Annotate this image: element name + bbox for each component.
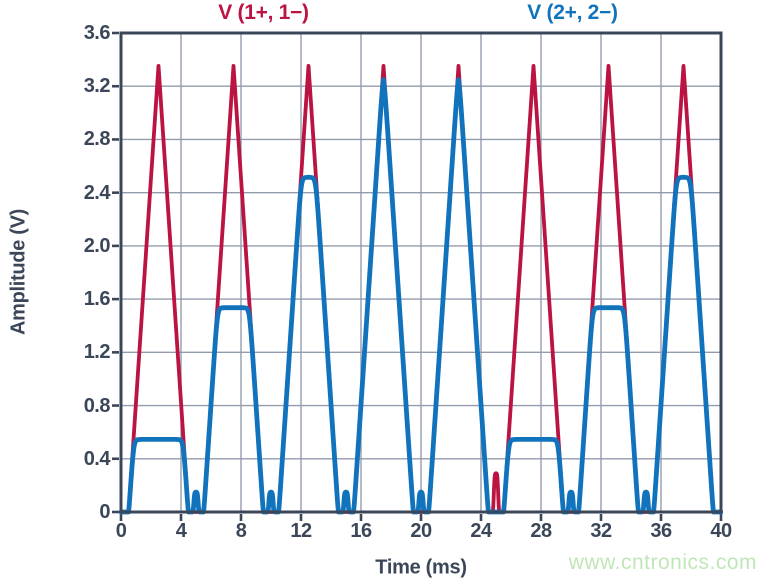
x-axis-title: Time (ms) [375, 556, 467, 579]
legend-label-v1: V (1+, 1−) [218, 1, 309, 24]
x-tick-label: 12 [290, 520, 312, 542]
y-tick-label: 1.2 [83, 341, 111, 364]
y-tick-label: 1.6 [83, 288, 111, 311]
x-tick-label: 32 [590, 520, 612, 542]
x-tick-label: 36 [650, 520, 672, 542]
x-tick-label: 8 [235, 520, 247, 542]
y-tick-label: 0.8 [83, 394, 111, 417]
y-tick-label: 3.6 [83, 22, 111, 44]
legend-label-v2: V (2+, 2−) [527, 1, 618, 24]
x-tick-label: 20 [410, 520, 432, 542]
y-tick-label: 2.0 [83, 234, 111, 257]
watermark-text: www.cntronics.com [568, 551, 757, 574]
y-tick-label: 0.4 [83, 447, 111, 470]
y-axis-title: Amplitude (V) [7, 208, 30, 336]
y-tick-label: 2.4 [83, 181, 111, 204]
x-tick-label: 4 [175, 520, 187, 542]
x-tick-label: 24 [470, 520, 492, 542]
y-tick-label: 0 [99, 501, 110, 523]
x-tick-label: 0 [115, 520, 127, 542]
x-tick-label: 16 [350, 520, 372, 542]
x-tick-label: 28 [530, 520, 552, 542]
x-tick-label: 40 [710, 520, 732, 542]
y-tick-label: 2.8 [83, 128, 111, 151]
y-tick-label: 3.2 [83, 75, 111, 98]
